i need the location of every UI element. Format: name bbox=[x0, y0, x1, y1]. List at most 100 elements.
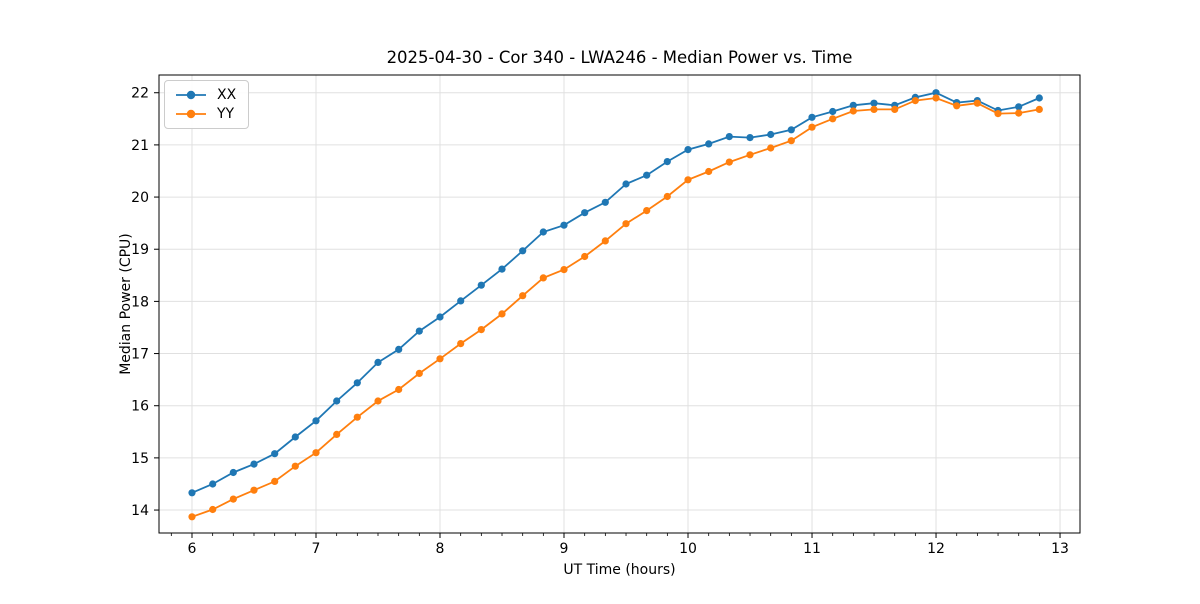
data-point-xx bbox=[560, 221, 568, 229]
data-point-yy bbox=[229, 495, 237, 503]
data-point-xx bbox=[333, 397, 341, 405]
data-point-xx bbox=[601, 198, 609, 206]
data-point-yy bbox=[374, 397, 382, 405]
legend-item: YY bbox=[174, 107, 236, 121]
data-point-xx bbox=[291, 433, 299, 441]
data-point-yy bbox=[829, 115, 837, 123]
data-point-yy bbox=[1035, 105, 1043, 113]
data-point-yy bbox=[333, 430, 341, 438]
data-point-xx bbox=[498, 265, 506, 273]
data-point-xx bbox=[457, 297, 465, 305]
legend-item: XX bbox=[174, 88, 236, 102]
y-tick-label: 20 bbox=[131, 190, 149, 206]
data-point-yy bbox=[870, 105, 878, 113]
data-point-yy bbox=[539, 274, 547, 282]
y-tick-label: 19 bbox=[131, 242, 149, 258]
legend-item-label: YY bbox=[217, 106, 235, 122]
data-point-xx bbox=[229, 468, 237, 477]
y-tick-label: 17 bbox=[131, 347, 149, 363]
data-point-yy bbox=[353, 413, 361, 421]
data-point-xx bbox=[539, 228, 547, 236]
data-point-xx bbox=[663, 158, 671, 166]
data-point-xx bbox=[725, 133, 733, 141]
data-point-xx bbox=[870, 99, 878, 107]
x-tick-label: 8 bbox=[436, 541, 445, 557]
data-point-yy bbox=[932, 94, 940, 102]
data-point-yy bbox=[498, 310, 506, 318]
series-line-xx bbox=[191, 91, 1040, 494]
x-tick-label: 12 bbox=[927, 541, 945, 557]
data-point-yy bbox=[643, 207, 651, 215]
data-point-xx bbox=[684, 146, 692, 154]
data-point-yy bbox=[436, 355, 444, 363]
data-point-yy bbox=[705, 167, 713, 176]
legend-line-marker-icon bbox=[176, 109, 206, 119]
data-point-yy bbox=[291, 462, 299, 470]
data-point-xx bbox=[808, 113, 816, 121]
chart-title: 2025-04-30 - Cor 340 - LWA246 - Median P… bbox=[386, 48, 853, 67]
data-point-yy bbox=[581, 252, 589, 261]
data-point-xx bbox=[374, 358, 382, 366]
data-point-yy bbox=[994, 110, 1002, 118]
data-point-xx bbox=[1035, 94, 1043, 102]
data-point-xx bbox=[849, 101, 857, 109]
series-line-yy bbox=[191, 97, 1040, 518]
data-point-xx bbox=[312, 417, 320, 425]
data-point-yy bbox=[808, 123, 816, 131]
data-point-xx bbox=[705, 140, 713, 148]
y-tick-label: 14 bbox=[131, 503, 149, 519]
data-point-yy bbox=[519, 292, 527, 300]
data-point-yy bbox=[663, 192, 671, 201]
data-point-yy bbox=[209, 505, 217, 514]
data-point-yy bbox=[271, 477, 279, 485]
data-point-yy bbox=[395, 385, 403, 394]
data-point-xx bbox=[1015, 103, 1023, 111]
data-point-xx bbox=[353, 379, 361, 387]
data-point-xx bbox=[932, 89, 940, 97]
plot-border bbox=[158, 74, 1081, 534]
x-tick-label: 10 bbox=[679, 541, 697, 557]
data-point-yy bbox=[250, 486, 258, 494]
data-point-yy bbox=[911, 97, 919, 105]
y-tick-label: 22 bbox=[131, 86, 149, 102]
data-point-yy bbox=[746, 151, 754, 159]
data-point-yy bbox=[973, 99, 981, 107]
legend-line-marker-icon bbox=[176, 90, 206, 100]
data-point-xx bbox=[250, 460, 258, 468]
y-tick-label: 15 bbox=[131, 451, 149, 467]
data-point-yy bbox=[477, 326, 485, 334]
data-point-yy bbox=[849, 107, 857, 115]
x-axis-label: UT Time (hours) bbox=[563, 562, 676, 578]
data-point-xx bbox=[767, 130, 775, 139]
data-point-xx bbox=[581, 209, 589, 217]
data-point-xx bbox=[477, 281, 485, 289]
x-tick-label: 6 bbox=[188, 541, 197, 557]
data-point-yy bbox=[891, 105, 899, 113]
data-point-yy bbox=[1015, 109, 1023, 117]
y-tick-label: 16 bbox=[131, 399, 149, 415]
y-tick-label: 21 bbox=[131, 138, 149, 154]
data-point-xx bbox=[787, 126, 795, 134]
data-point-xx bbox=[209, 480, 217, 488]
data-point-xx bbox=[395, 345, 403, 353]
data-point-xx bbox=[436, 313, 444, 321]
data-point-yy bbox=[560, 266, 568, 274]
data-point-xx bbox=[271, 450, 279, 458]
data-point-yy bbox=[188, 513, 196, 521]
x-tick-label: 9 bbox=[560, 541, 569, 557]
data-point-xx bbox=[188, 489, 196, 497]
x-tick-label: 11 bbox=[803, 541, 821, 557]
data-point-yy bbox=[415, 369, 423, 377]
legend-item-label: XX bbox=[217, 87, 237, 103]
x-tick-label: 13 bbox=[1051, 541, 1069, 557]
y-tick-label: 18 bbox=[131, 294, 149, 310]
data-point-xx bbox=[519, 247, 527, 255]
data-point-yy bbox=[767, 144, 775, 152]
y-axis-label: Median Power (CPU) bbox=[118, 233, 134, 375]
data-point-xx bbox=[829, 107, 837, 116]
data-point-yy bbox=[312, 449, 320, 457]
data-point-yy bbox=[457, 340, 465, 348]
data-point-yy bbox=[601, 237, 609, 245]
